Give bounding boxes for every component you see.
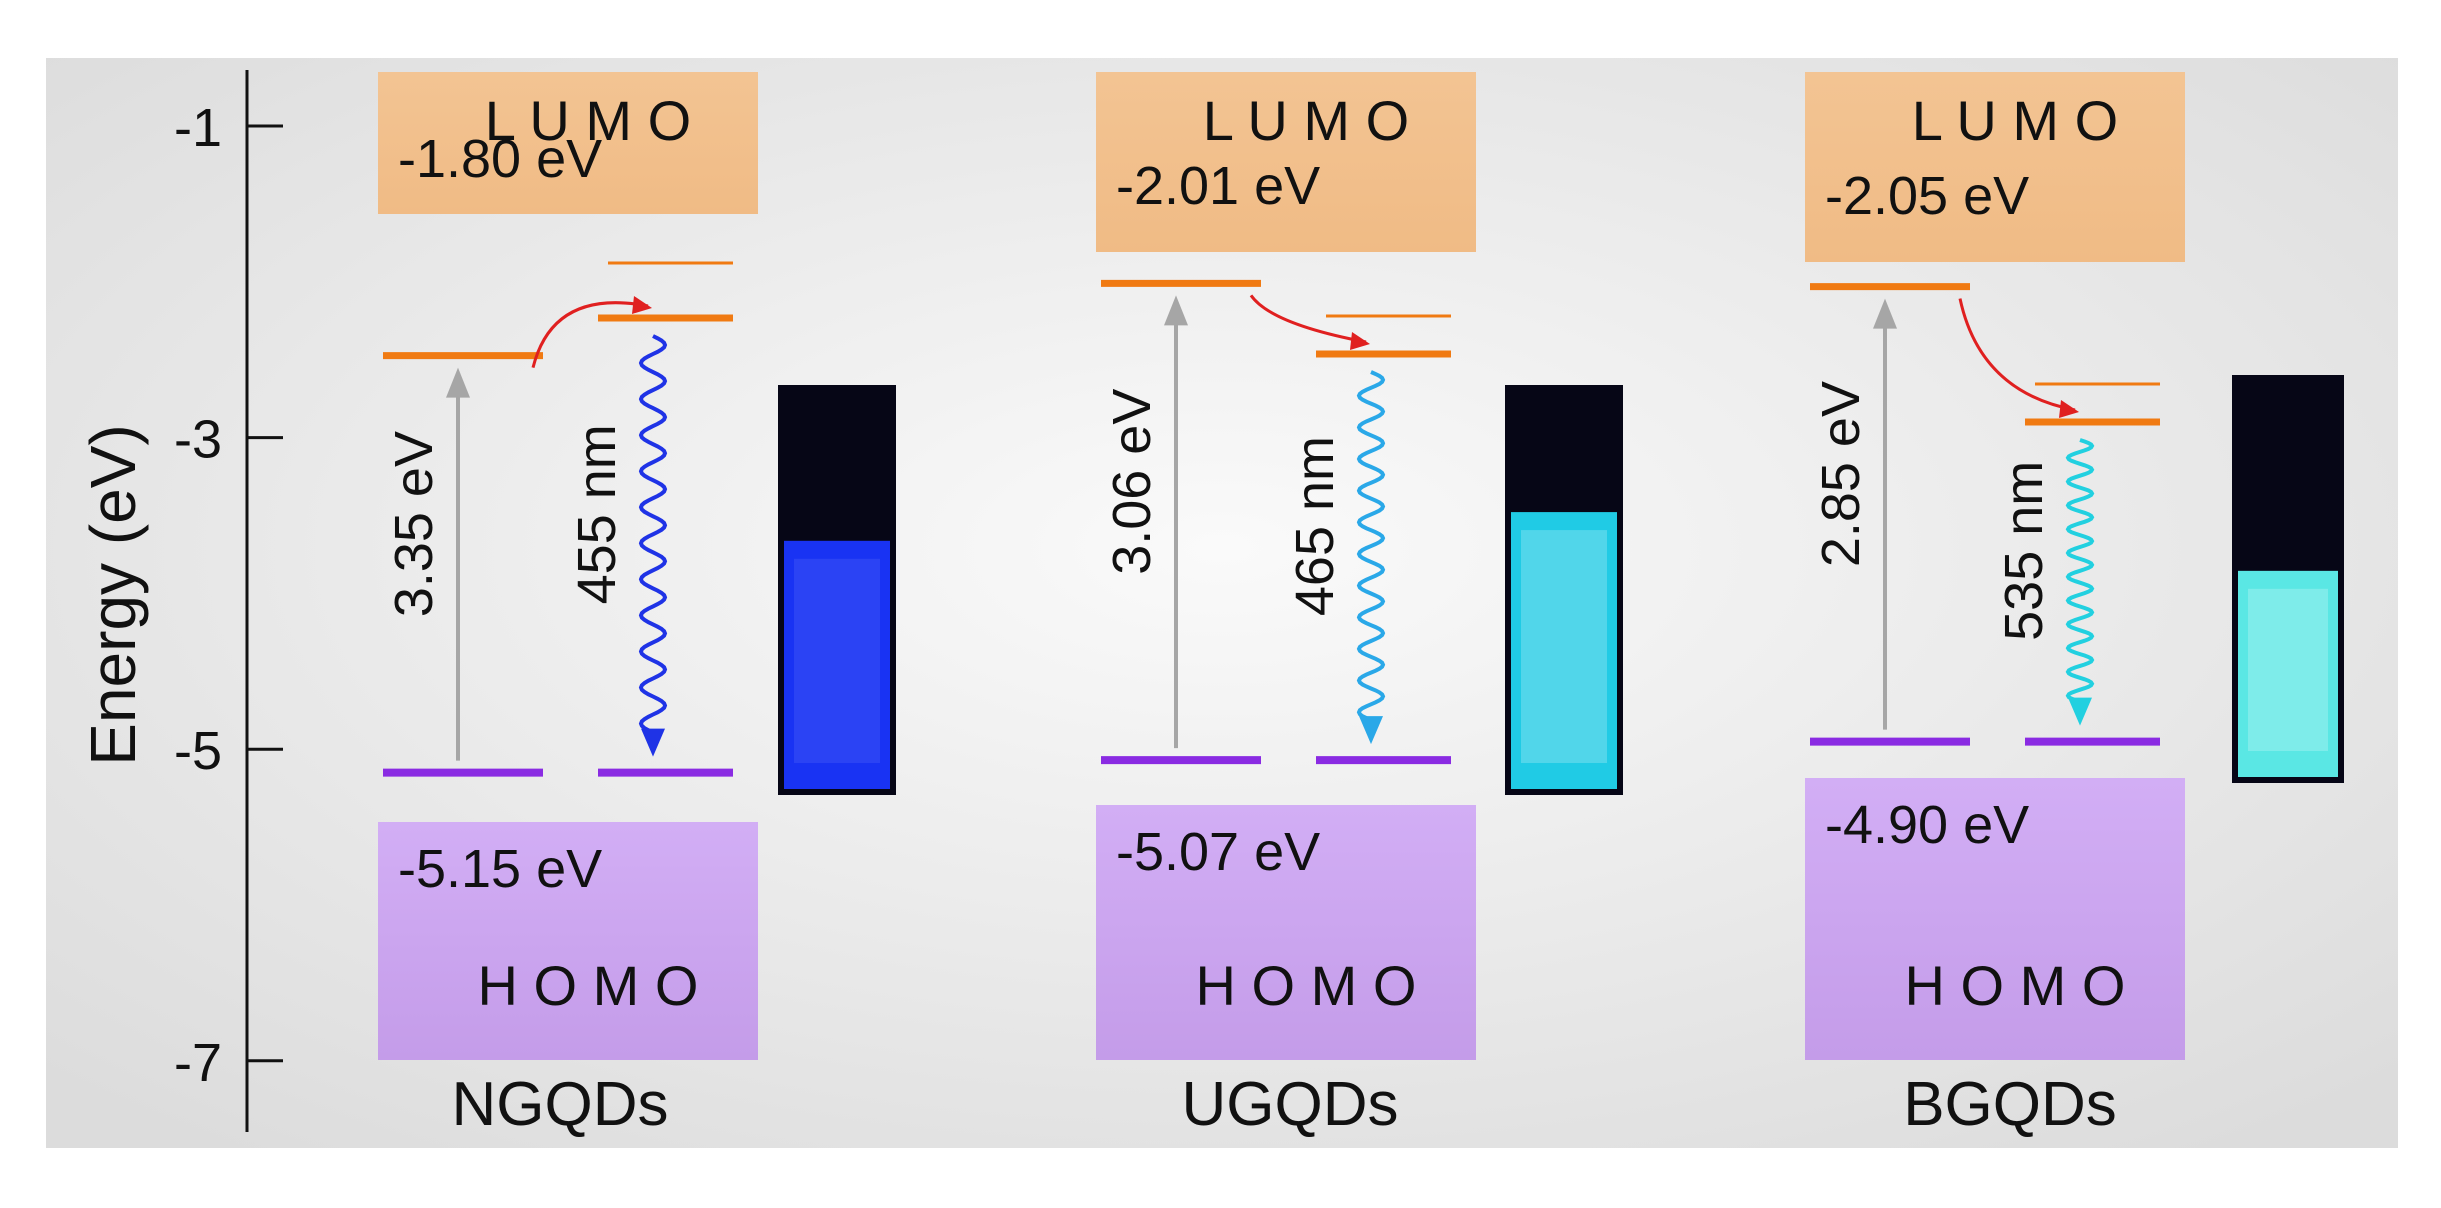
emission-arrowhead [1359, 716, 1383, 745]
homo-value: -5.15 eV [398, 839, 602, 899]
absorption-arrowhead [1164, 295, 1188, 326]
panel-ngqds: L U M O-1.80 eV -5.15 eV H O M O 3.35 eV 455… [378, 72, 896, 1139]
y-tick-label-3: -7 [174, 1033, 222, 1093]
band-gap-label: 2.85 eV [1811, 381, 1871, 567]
emission-wavelength-label: 465 nm [1285, 436, 1345, 616]
vial-glow [2248, 588, 2328, 751]
emission-wave [2065, 438, 2095, 704]
absorption-arrowhead [1873, 298, 1897, 329]
homo-title: H O M O [1905, 954, 2126, 1017]
y-axis: -1 -3 -5 -7 Energy (eV) [77, 70, 283, 1132]
vial-liquid [1511, 512, 1617, 789]
relaxation-arrow [531, 301, 649, 369]
vial-liquid [784, 540, 890, 789]
sample-name-label: UGQDs [1182, 1070, 1399, 1139]
sample-name-label: NGQDs [452, 1070, 669, 1139]
relaxation-arrowhead [2059, 400, 2079, 418]
lumo-title: L U M O [485, 89, 691, 152]
y-tick-label-0: -1 [174, 98, 222, 158]
lumo-value: -1.80 eV [398, 129, 602, 189]
emission-wave [1356, 370, 1386, 722]
band-gap-label: 3.35 eV [384, 431, 444, 617]
vial-liquid [2238, 570, 2338, 777]
panel-bgqds: L U M O -2.05 eV -4.90 eV H O M O 2.85 eV 535… [1805, 72, 2344, 1139]
emission-wavelength-label: 535 nm [1994, 461, 2054, 641]
lumo-value: -2.01 eV [1116, 156, 1320, 216]
emission-wavelength-label: 455 nm [567, 424, 627, 604]
lumo-box [1805, 72, 2185, 262]
lumo-title: L U M O [1203, 89, 1409, 152]
lumo-box [1096, 72, 1476, 252]
lumo-box [378, 72, 758, 214]
band-gap-label: 3.06 eV [1102, 389, 1162, 575]
absorption-arrowhead [446, 367, 470, 398]
homo-box [1805, 778, 2185, 1060]
vial-glow [794, 558, 880, 763]
y-tick-label-1: -3 [174, 410, 222, 470]
lumo-title: L U M O [1912, 89, 2118, 152]
vial-glow [1521, 530, 1607, 763]
relaxation-arrowhead [1350, 332, 1370, 350]
relaxation-arrow [1958, 298, 2076, 412]
homo-title: H O M O [478, 954, 699, 1017]
homo-value: -4.90 eV [1825, 795, 2029, 855]
sample-name-label: BGQDs [1903, 1070, 2117, 1139]
emission-arrowhead [2068, 697, 2092, 726]
lumo-value: -2.05 eV [1825, 166, 2029, 226]
homo-title: H O M O [1196, 954, 1417, 1017]
homo-box [378, 822, 758, 1060]
homo-value: -5.07 eV [1116, 822, 1320, 882]
relaxation-arrow [1249, 294, 1367, 344]
relaxation-arrowhead [632, 296, 652, 314]
homo-box [1096, 805, 1476, 1060]
y-tick-label-2: -5 [174, 721, 222, 781]
emission-arrowhead [641, 728, 665, 757]
emission-wave [638, 334, 668, 735]
panel-ugqds: L U M O-2.01 eV -5.07 eV H O M O 3.06 eV 465… [1096, 72, 1623, 1139]
y-axis-label: Energy (eV) [77, 424, 149, 765]
